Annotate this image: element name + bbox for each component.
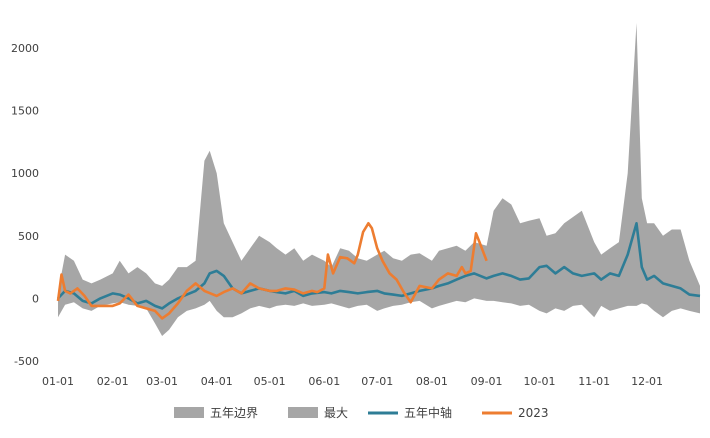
legend-label: 五年边界 [210,406,258,420]
y-tick-label: 2000 [11,42,39,55]
x-tick-label: 02-01 [97,375,129,388]
x-tick-label: 05-01 [254,375,286,388]
y-tick-label: 500 [18,230,39,243]
legend-swatch [288,407,318,418]
legend-label: 五年中轴 [404,405,452,420]
band-polygon [58,23,700,336]
legend-item: 五年边界 [174,406,258,420]
legend-label: 2023 [518,406,549,420]
y-axis-ticks: -500 0 500 1000 1500 2000 [11,42,39,368]
x-tick-label: 12-01 [631,375,663,388]
x-tick-label: 03-01 [146,375,178,388]
legend-swatch [174,407,204,418]
x-tick-label: 04-01 [201,375,233,388]
y-tick-label: 1000 [11,167,39,180]
x-tick-label: 01-01 [42,375,74,388]
x-axis-ticks: 01-01 02-01 03-01 04-01 05-01 06-01 07-01 08-01… [42,375,663,388]
five-year-mid-line [57,222,701,310]
y-tick-label: -500 [14,355,39,368]
series-lines [56,222,701,320]
y-tick-label: 1500 [11,105,39,118]
legend-item: 2023 [482,406,549,420]
y-tick-label: 0 [32,292,39,305]
series-2023-line [56,222,488,320]
legend-label: 最大 [324,406,348,420]
five-year-band-area [58,23,700,336]
x-tick-label: 10-01 [524,375,556,388]
x-tick-label: 11-01 [578,375,610,388]
x-tick-label: 07-01 [361,375,393,388]
legend-item: 最大 [288,406,348,420]
legend-item: 五年中轴 [368,405,452,420]
legend: 五年边界 最大 五年中轴 2023 [174,405,549,420]
x-tick-label: 09-01 [471,375,503,388]
x-tick-label: 06-01 [308,375,340,388]
x-tick-label: 08-01 [416,375,448,388]
